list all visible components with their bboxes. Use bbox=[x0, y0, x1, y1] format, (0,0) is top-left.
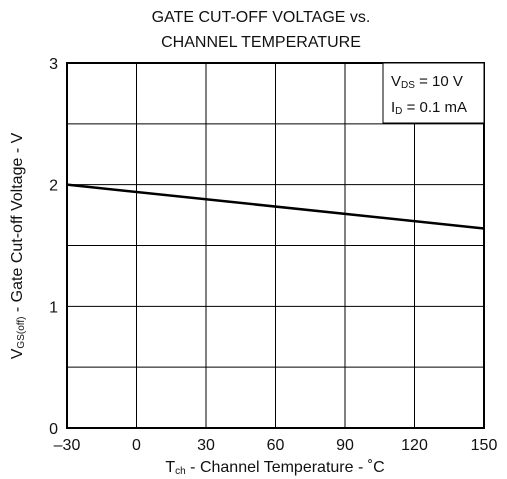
y-tick-label: 2 bbox=[49, 178, 58, 195]
condition-vds: VDS = 10 V bbox=[391, 73, 463, 91]
x-tick-label: 0 bbox=[132, 437, 141, 454]
y-tick-label: 0 bbox=[49, 421, 58, 438]
x-tick-label: 150 bbox=[471, 437, 498, 454]
x-tick-label: –30 bbox=[54, 437, 81, 454]
series-line-0 bbox=[66, 183, 485, 230]
x-tick-label: 60 bbox=[267, 437, 285, 454]
grid-lines bbox=[67, 63, 484, 428]
x-tick-labels: –30 0 30 60 90 120 150 bbox=[54, 437, 498, 454]
x-axis-label: Tch - Channel Temperature - ˚C bbox=[165, 459, 384, 477]
x-tick-label: 90 bbox=[336, 437, 354, 454]
conditions-box: VDS = 10 V ID = 0.1 mA bbox=[382, 62, 485, 124]
y-tick-label: 3 bbox=[49, 56, 58, 73]
y-tick-label: 1 bbox=[49, 299, 58, 316]
condition-id: ID = 0.1 mA bbox=[391, 99, 467, 117]
conditions-frame bbox=[382, 62, 485, 124]
series-lines bbox=[66, 183, 485, 230]
x-tick-label: 30 bbox=[197, 437, 215, 454]
chart-title-line1: GATE CUT-OFF VOLTAGE vs. bbox=[152, 9, 371, 26]
x-tick-label: 120 bbox=[401, 437, 428, 454]
y-tick-labels: 0 1 2 3 bbox=[49, 56, 58, 438]
y-axis-label: VGS(off) - Gate Cut-off Voltage - V bbox=[9, 132, 27, 359]
plot-frame bbox=[66, 62, 485, 429]
chart-title-line2: CHANNEL TEMPERATURE bbox=[161, 34, 361, 51]
